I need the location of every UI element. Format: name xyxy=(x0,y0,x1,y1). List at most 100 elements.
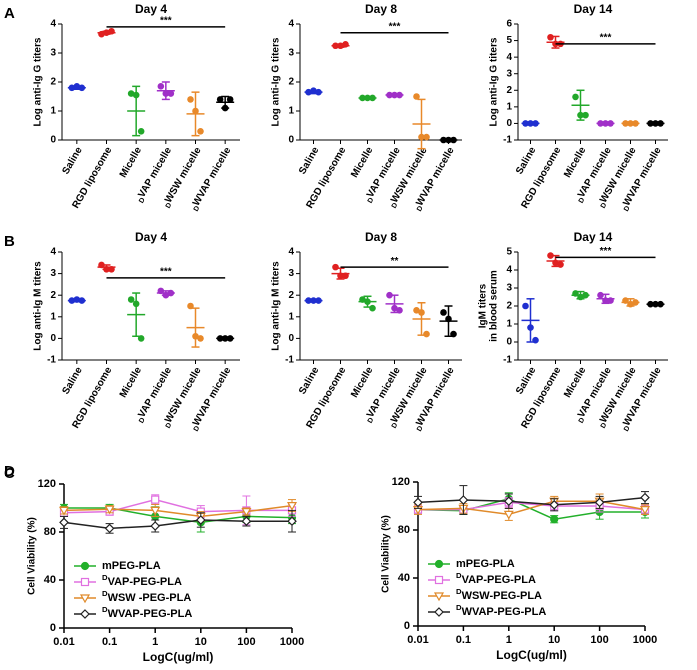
data-point xyxy=(137,335,145,342)
y-tick-label: 3 xyxy=(288,268,294,279)
data-point xyxy=(413,307,420,314)
x-tick-label: 0.01 xyxy=(53,636,74,648)
y-tick-label: 3 xyxy=(50,268,56,279)
data-point xyxy=(98,30,105,38)
data-point xyxy=(127,90,135,97)
y-tick-label: 4 xyxy=(288,247,294,258)
marker xyxy=(79,594,91,604)
data-point xyxy=(98,261,105,269)
y-axis-label: Log anti-Ig G titers xyxy=(271,37,282,126)
data-point xyxy=(657,300,664,308)
y-tick-label: 2 xyxy=(50,290,56,301)
data-point xyxy=(364,298,371,305)
data-point xyxy=(187,96,194,103)
data-point xyxy=(450,136,457,144)
marker xyxy=(640,492,650,503)
marker xyxy=(104,523,115,534)
y-tick-label: 1 xyxy=(506,319,512,330)
data-point xyxy=(632,299,639,306)
data-point xyxy=(78,297,86,304)
data-point xyxy=(577,293,584,301)
marker xyxy=(59,517,69,528)
x-tick-label: Micelle xyxy=(118,365,144,400)
marker xyxy=(150,521,161,531)
data-point xyxy=(532,120,539,127)
x-tick-label: 1000 xyxy=(280,636,304,648)
marker xyxy=(58,506,70,516)
data-point xyxy=(423,133,430,141)
y-tick-label: 2 xyxy=(506,301,512,312)
marker xyxy=(286,502,298,511)
data-point xyxy=(226,335,234,342)
marker xyxy=(287,516,297,527)
x-tick-label: 0.01 xyxy=(407,634,428,646)
data-point xyxy=(391,91,398,99)
x-axis-label: LogC(ug/ml) xyxy=(143,650,214,664)
data-point xyxy=(132,300,140,308)
y-axis-label: in blood serum xyxy=(489,270,500,342)
y-tick-label: 0 xyxy=(288,333,294,344)
marker xyxy=(549,499,560,510)
data-point xyxy=(445,136,452,144)
data-point xyxy=(162,90,170,97)
data-point xyxy=(582,291,589,299)
data-point xyxy=(310,87,317,94)
y-tick-label: 3 xyxy=(288,48,294,59)
data-point xyxy=(652,300,659,308)
y-tick-label: 0 xyxy=(506,337,512,348)
data-point xyxy=(440,136,447,144)
data-point xyxy=(622,120,629,127)
data-point xyxy=(557,261,564,268)
x-tick-label: 1 xyxy=(506,634,512,646)
marker xyxy=(503,510,514,520)
data-point xyxy=(221,104,229,112)
data-point xyxy=(547,252,554,259)
y-tick-label: 1 xyxy=(506,101,512,112)
data-point xyxy=(342,272,349,280)
marker xyxy=(503,496,514,507)
x-tick-label: 0.1 xyxy=(102,636,117,648)
data-point xyxy=(450,330,457,338)
y-tick-label: -1 xyxy=(47,355,56,366)
marker xyxy=(458,495,469,505)
legend-label: DWVAP-PEG-PLA xyxy=(456,603,546,618)
data-point xyxy=(310,297,317,304)
data-point xyxy=(162,291,170,299)
significance-label: *** xyxy=(160,16,172,27)
x-tick-label: Micelle xyxy=(349,365,375,400)
marker xyxy=(241,516,252,527)
data-point xyxy=(572,93,579,101)
y-axis-label: Log anti-Ig G titers xyxy=(489,37,500,126)
data-point xyxy=(627,120,634,127)
y-axis-label: Cell Viability (%) xyxy=(27,517,38,595)
marker xyxy=(433,592,445,602)
data-point xyxy=(527,120,534,127)
y-axis-label: Log anti-Ig M titers xyxy=(271,261,282,351)
y-axis-label: Log anti-Ig M titers xyxy=(33,261,44,351)
data-point xyxy=(192,332,199,340)
chart-title: Day 4 xyxy=(135,230,167,244)
data-point xyxy=(305,297,312,304)
chart-title: Day 8 xyxy=(365,230,397,244)
y-tick-label: 5 xyxy=(506,247,512,258)
y-axis-label: IgM titers xyxy=(478,283,489,328)
data-point xyxy=(337,272,344,280)
data-point xyxy=(552,259,559,267)
y-tick-label: 2 xyxy=(506,85,512,96)
series-line xyxy=(417,496,646,506)
marker xyxy=(434,607,444,617)
data-point xyxy=(221,335,229,342)
data-point xyxy=(192,107,199,115)
data-point xyxy=(602,120,609,127)
y-tick-label: 0 xyxy=(288,135,294,146)
y-tick-label: 80 xyxy=(44,526,56,538)
y-tick-label: 3 xyxy=(50,48,56,59)
y-tick-label: -1 xyxy=(503,135,512,146)
panel-label: D xyxy=(4,463,15,480)
data-point xyxy=(137,128,145,135)
y-tick-label: 4 xyxy=(50,19,56,30)
x-tick-label: Micelle xyxy=(562,365,588,400)
data-point xyxy=(445,315,452,323)
panel-label: C xyxy=(4,465,15,482)
data-point xyxy=(386,91,393,99)
